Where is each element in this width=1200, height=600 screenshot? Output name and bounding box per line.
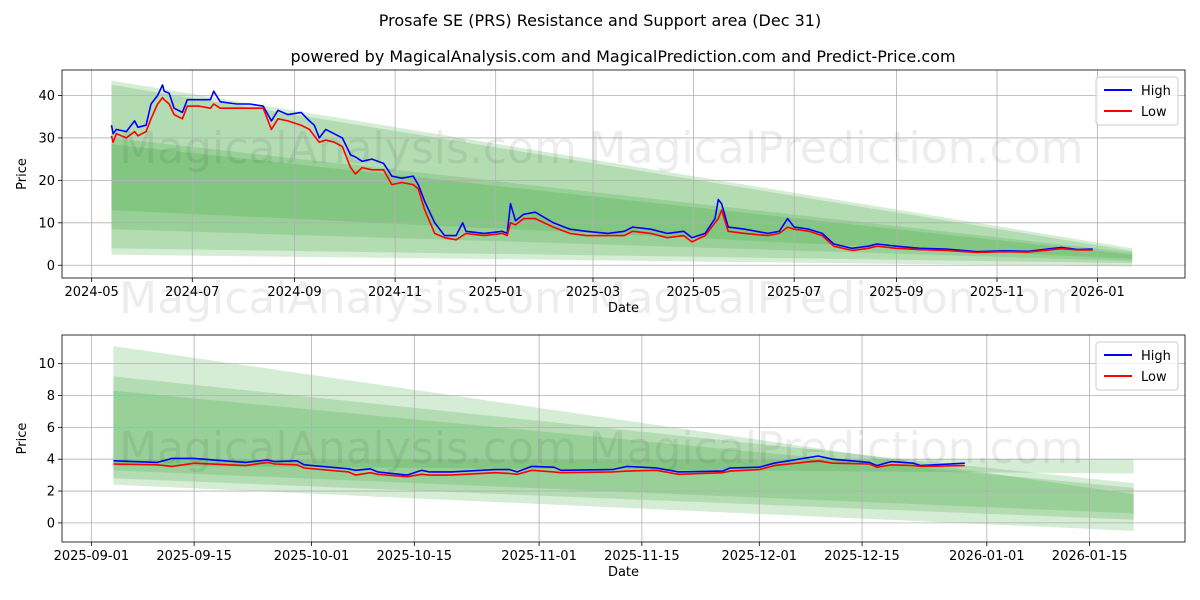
- y-axis-label: Price: [15, 158, 30, 190]
- x-tick-label: 2025-01: [469, 285, 523, 300]
- y-tick-label: 6: [47, 421, 55, 436]
- series-line-high: [110, 84, 1093, 253]
- y-tick-label: 10: [38, 357, 55, 372]
- x-tick-label: 2025-10-15: [377, 549, 453, 564]
- y-axis-label: Price: [15, 423, 30, 455]
- x-tick-label: 2025-09-01: [54, 549, 130, 564]
- legend: High Low: [1095, 341, 1179, 391]
- watermark-left: MagicalAnalysis.com: [119, 423, 577, 474]
- series-line-high: [113, 455, 965, 476]
- support-resistance-band: [111, 144, 1133, 259]
- support-resistance-band: [113, 346, 1134, 531]
- support-resistance-band: [111, 80, 1133, 267]
- x-axis-label: Date: [608, 565, 639, 580]
- x-tick-label: 2026-01-15: [1052, 549, 1128, 564]
- support-resistance-band: [113, 459, 1134, 474]
- x-tick-label: 2024-05: [65, 285, 119, 300]
- x-tick-label: 2025-07: [767, 285, 821, 300]
- chart-subtitle: powered by MagicalAnalysis.com and Magic…: [290, 47, 955, 66]
- y-tick-label: 20: [38, 174, 55, 189]
- x-tick-label: 2025-12-01: [722, 549, 798, 564]
- y-tick-label: 8: [47, 389, 55, 404]
- x-tick-label: 2024-07: [165, 285, 219, 300]
- x-tick-label: 2025-11-01: [501, 549, 577, 564]
- top-chart-axes: 2024-05 2024-07 2024-09 2024-11 2025-01 2025-…: [15, 69, 1186, 316]
- series-line-low: [113, 459, 965, 478]
- watermark-right: MagicalPrediction.com: [589, 273, 1084, 324]
- support-resistance-band: [111, 84, 1133, 264]
- series-line-low: [110, 96, 1093, 254]
- x-tick-label: 2025-11: [970, 285, 1024, 300]
- legend-label: High: [1141, 84, 1171, 99]
- watermark: MagicalAnalysis.com MagicalPrediction.co…: [119, 123, 1083, 474]
- y-tick-label: 2: [47, 485, 55, 500]
- x-tick-label: 2025-09: [869, 285, 923, 300]
- axes-frame: [61, 69, 1186, 279]
- y-tick-label: 10: [38, 216, 55, 231]
- x-tick-label: 2025-09-15: [156, 549, 232, 564]
- legend-label: High: [1141, 349, 1171, 364]
- x-tick-label: 2026-01: [1070, 285, 1124, 300]
- x-tick-label: 2026-01-01: [949, 549, 1025, 564]
- y-tick-label: 40: [38, 89, 55, 104]
- legend-label: Low: [1141, 370, 1167, 385]
- y-tick-label: 0: [47, 516, 55, 531]
- support-resistance-band: [113, 376, 1134, 520]
- x-axis-label: Date: [608, 301, 639, 316]
- x-tick-label: 2025-11-15: [604, 549, 680, 564]
- watermark-left: MagicalAnalysis.com: [119, 273, 577, 324]
- watermark-right: MagicalPrediction.com: [589, 423, 1084, 474]
- y-tick-label: 0: [47, 259, 55, 274]
- chart-title: Prosafe SE (PRS) Resistance and Support …: [379, 11, 821, 30]
- y-tick-label: 4: [47, 453, 55, 468]
- x-tick-label: 2025-05: [666, 285, 720, 300]
- x-tick-label: 2024-09: [267, 285, 321, 300]
- legend-label: Low: [1141, 105, 1167, 120]
- axes-frame: [61, 334, 1186, 543]
- y-tick-label: 30: [38, 131, 55, 146]
- watermark-left: MagicalAnalysis.com: [119, 123, 577, 174]
- support-resistance-band: [113, 390, 1134, 514]
- x-tick-label: 2025-10-01: [274, 549, 350, 564]
- x-tick-label: 2024-11: [368, 285, 422, 300]
- watermark-right: MagicalPrediction.com: [589, 123, 1084, 174]
- x-tick-label: 2025-12-15: [824, 549, 900, 564]
- legend: High Low: [1095, 76, 1179, 126]
- bottom-chart-axes: 2025-09-01 2025-09-15 2025-10-01 2025-10-15…: [15, 334, 1186, 580]
- x-tick-label: 2025-03: [566, 285, 620, 300]
